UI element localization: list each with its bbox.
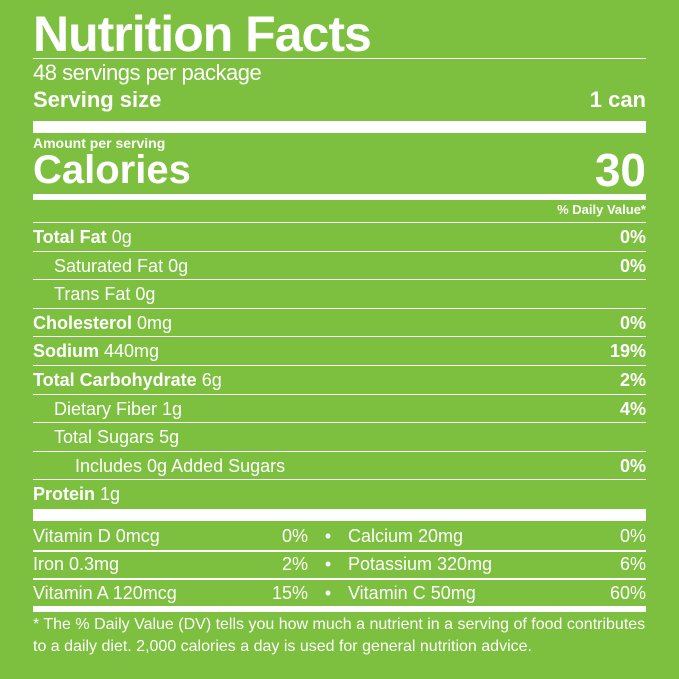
nutrient-amount: 440mg — [104, 341, 160, 362]
nutrient-name: Includes 0g Added Sugars — [75, 455, 286, 476]
amount-per-serving: Amount per serving — [33, 135, 166, 151]
nutrient-row: Total Fat 0g 0% — [33, 223, 646, 251]
nutrient-row: Cholesterol 0mg 0% — [33, 309, 646, 337]
nutrient-name: Dietary Fiber — [54, 398, 158, 419]
calories-row: Calories 30 — [33, 144, 646, 196]
calories-value: 30 — [594, 144, 646, 196]
thick-divider — [33, 509, 646, 521]
nutrient-name: Protein — [33, 484, 96, 505]
label-title: Nutrition Facts — [33, 6, 372, 62]
calories-label: Calories — [33, 148, 191, 192]
nutrient-row: Protein 1g — [33, 480, 646, 508]
divider — [33, 450, 646, 452]
divider — [33, 250, 646, 252]
bullet-separator: • — [324, 554, 332, 574]
vitamin-cell-right: Potassium 320mg 6% — [348, 554, 646, 575]
nutrient-name: Sodium — [33, 341, 99, 362]
vitamin-cell-left: Vitamin D 0mcg 0% — [33, 526, 308, 547]
divider — [33, 549, 646, 552]
vitamin-daily-value: 0% — [619, 525, 646, 546]
nutrient-name: Cholesterol — [33, 312, 133, 333]
vitamin-daily-value: 6% — [619, 554, 646, 574]
divider — [33, 578, 646, 580]
nutrient-amount: 0g — [135, 284, 156, 305]
vitamin-row: Vitamin A 120mcg 15% • Vitamin C 50mg 60% — [33, 579, 646, 607]
vitamin-cell-left: Vitamin A 120mcg 15% — [33, 583, 308, 604]
divider — [33, 393, 646, 395]
nutrient-amount: 0mg — [137, 312, 173, 333]
nutrient-row: Trans Fat 0g — [33, 280, 646, 308]
nutrient-amount: 6g — [201, 370, 222, 390]
divider — [33, 58, 646, 59]
nutrient-daily-value: 4% — [619, 398, 646, 419]
vitamin-name: Iron 0.3mg — [33, 554, 120, 574]
divider — [33, 422, 646, 424]
vitamin-name: Vitamin A 120mcg — [33, 582, 177, 603]
nutrient-row: Total Sugars 5g — [33, 423, 646, 451]
footnote: * The % Daily Value (DV) tells you how m… — [33, 616, 646, 655]
nutrient-amount: 1g — [162, 398, 183, 419]
divider — [33, 479, 646, 481]
nutrient-row: Saturated Fat 0g 0% — [33, 252, 646, 280]
thick-divider — [33, 121, 646, 133]
nutrient-amount: 5g — [159, 427, 180, 448]
vitamin-daily-value: 0% — [281, 525, 308, 546]
vitamin-cell-right: Vitamin C 50mg 60% — [348, 583, 646, 604]
nutrient-daily-value: 0% — [619, 255, 646, 276]
medium-divider — [33, 606, 646, 612]
divider — [33, 307, 646, 309]
vitamin-daily-value: 60% — [609, 582, 646, 603]
nutrient-row: Total Carbohydrate 6g 2% — [33, 366, 646, 394]
bullet-separator: • — [324, 582, 332, 603]
vitamin-cell-right: Calcium 20mg 0% — [348, 526, 646, 547]
nutrient-name: Total Fat — [33, 227, 107, 247]
nutrient-daily-value: 0% — [619, 312, 646, 333]
divider — [33, 222, 646, 223]
nutrient-name: Trans Fat — [54, 284, 131, 305]
vitamin-name: Calcium 20mg — [348, 525, 464, 546]
nutrient-name: Total Sugars — [54, 427, 155, 448]
divider — [33, 336, 646, 338]
vitamin-cell-left: Iron 0.3mg 2% — [33, 554, 308, 575]
serving-size-label: Serving size — [33, 87, 162, 112]
medium-divider — [33, 194, 646, 200]
nutrient-daily-value: 2% — [619, 370, 646, 390]
vitamin-row: Iron 0.3mg 2% • Potassium 320mg 6% — [33, 551, 646, 579]
vitamin-name: Vitamin C 50mg — [348, 582, 476, 603]
bullet-separator: • — [324, 525, 332, 546]
vitamin-name: Vitamin D 0mcg — [33, 525, 160, 546]
daily-value-header: % Daily Value* — [557, 202, 646, 217]
serving-size-row: Serving size 1 can — [33, 87, 646, 113]
nutrient-amount: 0g — [111, 227, 132, 247]
nutrient-daily-value: 19% — [609, 341, 646, 362]
divider — [33, 365, 646, 366]
serving-size-value: 1 can — [589, 87, 646, 112]
nutrient-name: Saturated Fat — [54, 255, 164, 276]
nutrient-row: Includes 0g Added Sugars 0% — [33, 452, 646, 480]
nutrient-name: Total Carbohydrate — [33, 370, 197, 390]
vitamin-row: Vitamin D 0mcg 0% • Calcium 20mg 0% — [33, 522, 646, 550]
nutrient-daily-value: 0% — [619, 455, 646, 476]
nutrient-amount: 1g — [100, 484, 121, 505]
divider — [33, 279, 646, 281]
vitamin-daily-value: 15% — [271, 582, 308, 603]
nutrient-amount: 0g — [168, 255, 189, 276]
nutrient-daily-value: 0% — [619, 227, 646, 247]
nutrient-row: Dietary Fiber 1g 4% — [33, 395, 646, 423]
servings-per-package: 48 servings per package — [33, 60, 262, 85]
vitamin-daily-value: 2% — [281, 554, 308, 574]
nutrient-row: Sodium 440mg 19% — [33, 337, 646, 365]
vitamin-name: Potassium 320mg — [348, 554, 493, 574]
